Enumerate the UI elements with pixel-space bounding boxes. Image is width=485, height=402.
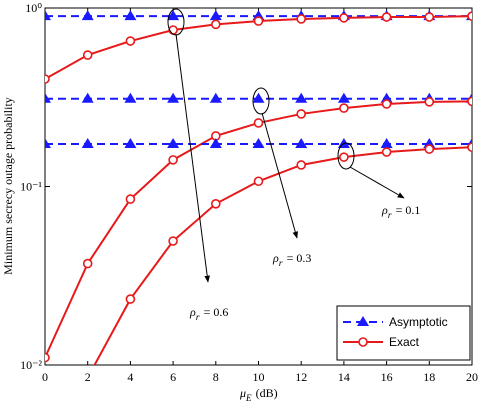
circle-marker — [82, 258, 93, 269]
circle-marker — [467, 96, 472, 107]
circle-marker — [467, 11, 472, 21]
y-tick-label: 10⁰ — [25, 1, 42, 15]
triangle-marker — [209, 92, 222, 103]
triangle-marker — [295, 92, 308, 103]
legend-box — [336, 305, 471, 361]
annotation-ellipse — [252, 87, 270, 115]
annotation-text: = 0.6 — [204, 305, 229, 319]
annotation-arrow — [349, 166, 405, 199]
circle-marker — [381, 12, 392, 22]
circle-marker — [125, 194, 136, 204]
triangle-marker — [124, 92, 137, 103]
circle-marker — [211, 198, 221, 209]
triangle-marker — [337, 92, 350, 103]
x-tick-label: 16 — [381, 370, 393, 384]
annotation-text: = 0.3 — [287, 251, 312, 265]
legend-marker — [357, 316, 369, 326]
y-tick-label: 10⁻² — [20, 358, 42, 372]
triangle-marker — [167, 92, 180, 103]
series-line — [93, 146, 472, 365]
x-tick-label: 18 — [423, 370, 435, 384]
circle-marker — [82, 50, 93, 60]
circle-marker — [424, 12, 435, 22]
x-tick-label: 12 — [295, 370, 307, 384]
legend-label: Asymptotic — [389, 315, 448, 329]
annotation-ellipse — [337, 142, 355, 170]
circle-marker — [125, 36, 136, 46]
triangle-marker — [252, 138, 265, 149]
triangle-marker — [124, 10, 137, 21]
triangle-marker — [380, 138, 393, 149]
annotation-arrow — [175, 33, 210, 283]
triangle-marker — [167, 138, 180, 149]
circle-marker — [45, 74, 50, 84]
annotation-symbol: ρ — [272, 251, 279, 265]
x-axis-label: μE (dB) — [239, 386, 278, 402]
annotation: ρr = 0.6 — [189, 305, 228, 323]
circle-marker — [168, 236, 178, 246]
triangle-marker — [124, 138, 137, 149]
annotation-subscript: r — [388, 210, 392, 221]
x-tick-label: 14 — [338, 370, 350, 384]
legend-marker — [358, 337, 368, 347]
plot-area — [45, 10, 472, 365]
triangle-marker — [45, 10, 51, 21]
circle-marker — [125, 294, 136, 304]
x-axis-label-text: (dB) — [256, 386, 278, 400]
triangle-marker — [81, 10, 94, 21]
circle-marker — [253, 118, 264, 128]
triangle-marker — [81, 138, 94, 149]
y-axis-label: Minimum secrecy outage probability — [1, 97, 15, 275]
annotation-subscript: r — [196, 312, 200, 323]
triangle-marker — [252, 92, 265, 103]
triangle-marker — [209, 10, 222, 21]
x-tick-label: 4 — [127, 370, 133, 384]
y-tick-label: 10⁻¹ — [20, 180, 42, 194]
circle-marker — [296, 160, 307, 170]
circle-marker — [168, 25, 178, 35]
circle-marker — [467, 142, 472, 153]
circle-marker — [424, 97, 435, 107]
circle-marker — [296, 109, 307, 119]
triangle-marker — [45, 138, 51, 149]
triangle-marker — [209, 138, 222, 149]
annotation-symbol: ρ — [189, 305, 196, 319]
annotation-subscript: r — [279, 258, 283, 269]
circle-marker — [339, 103, 349, 113]
x-tick-label: 2 — [85, 370, 91, 384]
circle-marker — [253, 16, 264, 26]
triangle-marker — [295, 138, 308, 149]
triangle-marker — [45, 92, 51, 103]
annotation: ρr = 0.3 — [272, 251, 311, 269]
circle-marker — [339, 152, 349, 162]
annotation: ρr = 0.1 — [381, 203, 420, 221]
circle-marker — [424, 144, 435, 154]
circle-marker — [339, 13, 349, 23]
x-tick-label: 10 — [253, 370, 265, 384]
circle-marker — [168, 155, 178, 165]
legend-label: Exact — [389, 335, 420, 349]
circle-marker — [211, 19, 221, 30]
x-tick-label: 6 — [170, 370, 176, 384]
circle-marker — [45, 352, 50, 363]
circle-marker — [253, 176, 264, 187]
triangle-marker — [81, 92, 94, 103]
annotation-symbol: ρ — [381, 203, 388, 217]
x-tick-label: 8 — [213, 370, 219, 384]
x-axis-label-subscript: E — [245, 393, 252, 402]
triangle-marker — [167, 10, 180, 21]
circle-marker — [296, 14, 307, 24]
annotation-arrow — [261, 112, 298, 239]
x-tick-label: 20 — [466, 370, 478, 384]
circle-marker — [381, 99, 392, 109]
x-tick-label: 0 — [42, 370, 48, 384]
annotation-text: = 0.1 — [396, 203, 421, 217]
x-axis-label-symbol: μ — [239, 386, 246, 400]
circle-marker — [381, 147, 392, 157]
